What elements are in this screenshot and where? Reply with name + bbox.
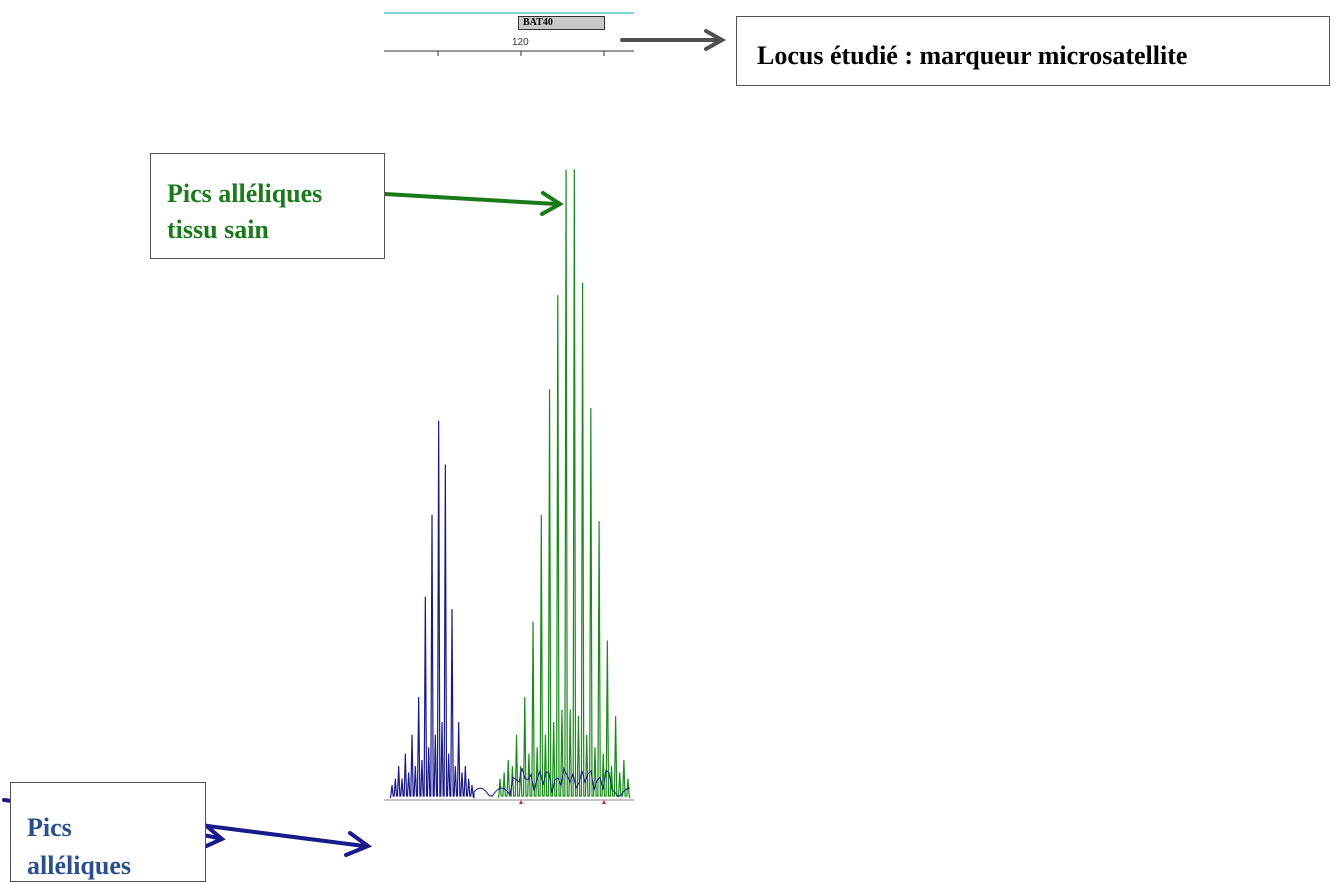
size-marker-tick [519,800,523,804]
tumor-peak [401,778,403,780]
healthy-peak [503,772,505,774]
tumor-peak [434,734,436,736]
healthy-peak [586,734,588,736]
tumor-peak [428,747,430,749]
healthy-peak [515,734,518,736]
tumor-peak [394,778,396,780]
healthy-peak [615,715,617,717]
scale-tick-label: 120 [512,37,529,48]
healthy-trace [497,169,631,799]
tumor-peak [444,464,446,466]
healthy-peak [553,722,555,724]
healthy-peak [520,766,522,768]
tumor-peak [391,784,393,787]
healthy-peak [627,778,629,780]
tumor-peak [468,778,470,780]
healthy-peak [511,766,513,768]
healthy-peaks-arrow [383,191,564,216]
tumor-peak [398,766,400,768]
healthy-peak [536,747,538,749]
tumor-peak [458,722,460,724]
healthy-peak [532,621,534,623]
tumor-trace [389,421,475,799]
healthy-peak [569,709,571,711]
tumor-peak [464,766,466,768]
healthy-peak [540,514,542,517]
tumor-peak [461,772,463,774]
tumor-peak [438,420,440,422]
tumor-peak [411,734,413,736]
tumor-peak [421,759,423,761]
locus-arrow [620,29,727,51]
healthy-peak [598,521,600,523]
healthy-peak [557,295,559,297]
tumor-peak [424,596,426,598]
healthy-peak [573,169,575,171]
tumor-peak [441,722,443,724]
healthy-peak [610,766,613,768]
tumor-callout-line1: Pics [27,813,72,842]
healthy-peak [577,715,580,717]
tumor-peak [414,766,416,768]
tumor-callout-line2: alléliques [27,851,132,880]
healthy-peak [619,772,621,774]
tumor-peak [408,772,410,774]
tumor-trace-shadow [473,767,631,798]
healthy-peak [581,282,584,284]
electropherogram-traces [389,169,631,799]
healthy-peak [499,778,501,780]
tumor-peak [448,753,450,755]
tumor-peak [418,696,420,699]
healthy-callout-line2: tissu sain [167,215,269,244]
healthy-peak [623,759,625,761]
tumor-peak [431,514,433,517]
healthy-peak [565,169,567,171]
tumor-peak [471,784,473,787]
healthy-callout-line1: Pics alléliques [167,179,323,208]
tumor-peak [404,753,406,755]
healthy-peaks-callout: Pics alléliques tissu sain [150,153,385,259]
healthy-peak [590,408,592,410]
healthy-peak [544,734,547,736]
tumor-peaks-callout: Pics alléliques [10,782,206,882]
tumor-peak [451,609,453,611]
marker-name-label: BAT40 [518,16,605,30]
healthy-peak [602,753,604,755]
healthy-peak [561,709,563,711]
locus-callout: Locus étudié : marqueur microsatellite [736,16,1330,86]
healthy-peak [507,759,509,761]
healthy-peak [528,753,530,755]
healthy-peak [594,747,596,749]
tumor-peak [454,766,456,768]
healthy-peak [524,696,526,699]
healthy-peak [548,389,551,391]
healthy-peak [606,640,608,642]
size-marker-tick [602,800,606,804]
